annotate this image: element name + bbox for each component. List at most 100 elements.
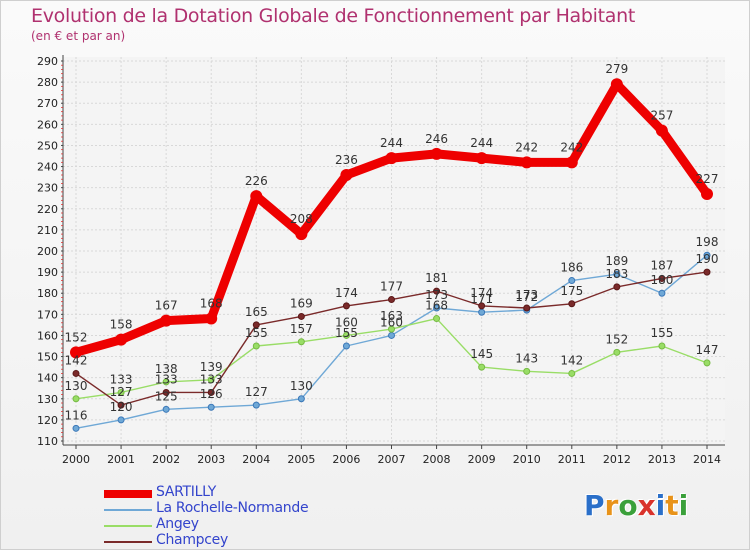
data-point: [297, 312, 305, 320]
data-label: 244: [470, 136, 493, 150]
y-tick-label: 190: [37, 266, 58, 279]
data-point: [520, 156, 533, 169]
data-point: [72, 424, 80, 432]
data-point: [703, 359, 711, 367]
data-point: [117, 401, 125, 409]
x-tick-label: 2007: [378, 453, 406, 466]
data-label: 189: [605, 254, 628, 268]
proxiti-logo: Proxiti: [584, 489, 688, 522]
data-label: 133: [155, 372, 178, 386]
data-point: [658, 274, 666, 282]
logo-letter: i: [678, 489, 689, 522]
data-label: 138: [155, 362, 178, 376]
data-label: 142: [65, 353, 88, 367]
x-tick-label: 2002: [152, 453, 180, 466]
data-point: [342, 302, 350, 310]
y-tick-label: 220: [37, 203, 58, 216]
x-tick-label: 2005: [287, 453, 315, 466]
data-point: [340, 169, 353, 181]
series-champcey: [72, 268, 711, 409]
data-label: 142: [560, 353, 583, 367]
data-point: [207, 388, 215, 396]
legend-swatch: [104, 525, 152, 527]
data-label: 168: [425, 299, 448, 313]
x-tick-label: 2011: [558, 453, 586, 466]
x-tick-label: 2003: [197, 453, 225, 466]
data-point: [433, 315, 441, 323]
data-label: 208: [290, 212, 313, 226]
data-point: [162, 405, 170, 413]
data-point: [388, 296, 395, 304]
x-tick-label: 2001: [107, 453, 135, 466]
data-point: [523, 304, 531, 312]
data-label: 173: [425, 288, 448, 302]
data-label: 127: [110, 385, 133, 399]
data-point: [568, 369, 576, 377]
y-ticks: 110 120 130 140 150 160 170 180 190 200 210 220 230 2…: [37, 55, 63, 448]
legend-swatch: [104, 490, 152, 498]
data-point: [701, 188, 713, 200]
data-label: 155: [245, 326, 268, 340]
data-label: 143: [515, 351, 538, 365]
data-label: 190: [696, 252, 719, 266]
data-label: 226: [245, 174, 268, 188]
data-point: [252, 321, 260, 329]
y-tick-label: 110: [37, 435, 58, 448]
data-label: 130: [290, 379, 313, 393]
data-point: [478, 363, 486, 371]
x-tick-label: 2013: [648, 453, 676, 466]
chart-subtitle: (en € et par an): [31, 29, 126, 43]
plot-area: [63, 57, 725, 445]
x-tick-label: 2008: [423, 453, 451, 466]
data-label: 242: [560, 140, 583, 154]
y-tick-label: 160: [37, 329, 58, 342]
data-label: 174: [335, 286, 358, 300]
y-tick-label: 250: [37, 139, 58, 152]
y-tick-label: 120: [37, 414, 58, 427]
logo-letter: t: [665, 489, 679, 522]
data-point: [205, 312, 218, 325]
data-label: 130: [65, 379, 88, 393]
y-tick-label: 210: [37, 224, 58, 237]
legend-label: Angey: [156, 516, 199, 532]
data-label: 120: [110, 400, 133, 414]
data-label: 174: [470, 286, 493, 300]
x-tick-label: 2010: [513, 453, 541, 466]
x-tick-label: 2000: [62, 453, 90, 466]
data-point: [252, 342, 260, 350]
data-labels: 152 158 167 168 226 208 236 244 246 244 242 242 279 2…: [65, 62, 719, 422]
data-label: 152: [605, 332, 628, 346]
y-tick-label: 280: [37, 76, 58, 89]
data-point: [72, 395, 80, 403]
data-point: [568, 300, 576, 308]
grid: [63, 57, 725, 445]
data-point: [478, 302, 486, 310]
x-tick-label: 2004: [242, 453, 270, 466]
logo-letter: x: [637, 489, 656, 522]
data-point: [658, 289, 666, 297]
data-label: 155: [650, 326, 673, 340]
data-point: [297, 338, 305, 346]
data-label: 133: [200, 372, 223, 386]
data-label: 186: [560, 261, 583, 275]
x-ticks: 2000 2001 2002 2003 2004 2005 2006 2007 2008 2009…: [62, 445, 721, 466]
y-tick-label: 170: [37, 308, 58, 321]
data-label: 183: [605, 267, 628, 281]
y-tick-label: 260: [37, 118, 58, 131]
y-tick-label: 270: [37, 97, 58, 110]
data-label: 163: [380, 309, 403, 323]
x-tick-label: 2009: [468, 453, 496, 466]
series-group: [70, 78, 713, 432]
y-tick-label: 140: [37, 372, 58, 385]
data-label: 172: [515, 290, 538, 304]
data-label: 116: [65, 408, 88, 422]
data-label: 126: [200, 387, 223, 401]
data-label: 160: [335, 315, 358, 329]
data-label: 244: [380, 136, 403, 150]
y-tick-label: 130: [37, 393, 58, 406]
data-point: [655, 124, 668, 137]
data-label: 169: [290, 296, 313, 310]
data-point: [430, 147, 443, 160]
data-point: [207, 376, 215, 384]
data-label: 167: [155, 299, 178, 313]
